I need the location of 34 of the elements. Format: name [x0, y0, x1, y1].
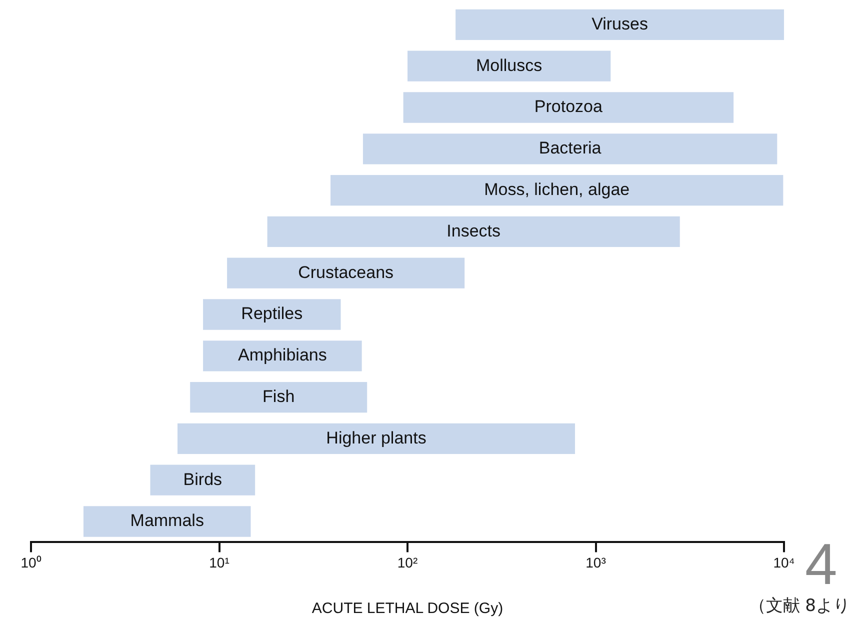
bar [403, 92, 734, 123]
y-tick-label: Protozoa [534, 97, 603, 116]
y-tick-label: Birds [183, 470, 222, 489]
bar [177, 423, 576, 454]
x-tick-label: 10⁴ [773, 554, 795, 570]
y-tick-label: Fish [262, 386, 295, 406]
text: 4 [805, 532, 838, 597]
x-tick-label: 10² [397, 554, 418, 570]
bar [362, 134, 778, 164]
x-axis-title: ACUTE LETHAL DOSE (Gy) [312, 600, 504, 617]
y-tick-label: Molluscs [476, 56, 542, 75]
y-tick-label: Bacteria [538, 138, 602, 158]
y-tick-label: Mammals [130, 511, 204, 530]
bar [150, 464, 256, 496]
x-tick-label: 10¹ [209, 554, 230, 570]
bar [456, 9, 784, 40]
text: （文献 8より [748, 596, 850, 616]
bar [203, 340, 362, 372]
bar [83, 506, 251, 537]
y-tick-label: Moss, lichen, algae [484, 180, 630, 199]
y-tick-label: Amphibians [238, 346, 327, 365]
y-tick-label: Higher plants [326, 428, 426, 448]
y-tick-label: Insects [446, 221, 501, 240]
bar [408, 50, 611, 82]
bar [330, 174, 784, 206]
x-tick-label: 10³ [586, 554, 606, 570]
y-tick-label: Viruses [592, 14, 648, 34]
x-tick-label: 10⁰ [20, 554, 42, 570]
y-tick-label: Crustaceans [298, 262, 394, 282]
bar [203, 299, 341, 330]
y-tick-label: Reptiles [241, 304, 303, 324]
bar [190, 382, 368, 413]
bar [267, 216, 680, 248]
bar [227, 258, 465, 288]
